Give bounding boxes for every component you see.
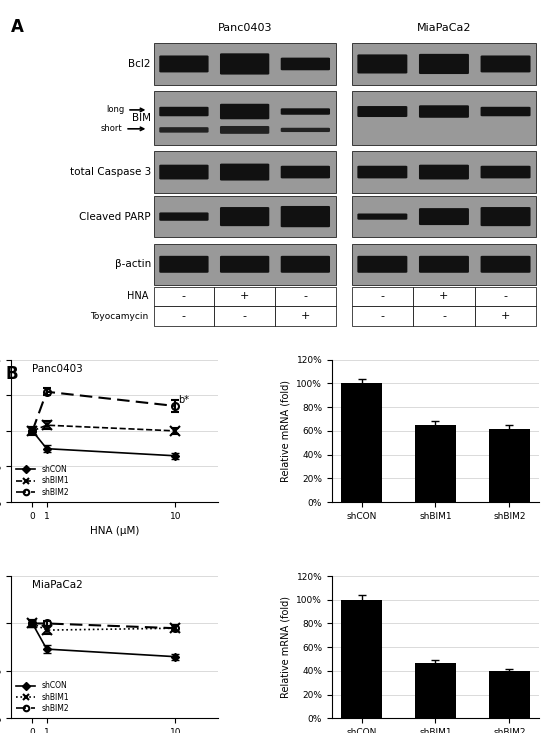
FancyBboxPatch shape: [153, 152, 336, 193]
FancyBboxPatch shape: [419, 256, 469, 273]
FancyBboxPatch shape: [419, 208, 469, 225]
FancyBboxPatch shape: [280, 166, 330, 178]
FancyBboxPatch shape: [419, 165, 469, 180]
FancyBboxPatch shape: [475, 306, 536, 326]
Text: MiaPaCa2: MiaPaCa2: [32, 581, 82, 590]
Text: long: long: [106, 106, 144, 114]
Bar: [415, 663, 456, 718]
FancyBboxPatch shape: [214, 306, 275, 326]
FancyBboxPatch shape: [358, 256, 408, 273]
Text: -: -: [442, 311, 446, 321]
Bar: [489, 429, 530, 502]
Text: +: +: [501, 311, 510, 321]
FancyBboxPatch shape: [358, 106, 408, 117]
Text: +: +: [439, 292, 449, 301]
Text: β-actin: β-actin: [114, 259, 151, 269]
Text: MiaPaCa2: MiaPaCa2: [417, 23, 471, 32]
FancyBboxPatch shape: [481, 107, 531, 117]
FancyBboxPatch shape: [220, 207, 270, 226]
FancyBboxPatch shape: [481, 207, 531, 226]
Text: Cleaved PARP: Cleaved PARP: [79, 212, 151, 221]
Text: Toyocamycin: Toyocamycin: [90, 312, 148, 320]
FancyBboxPatch shape: [153, 43, 336, 84]
Text: b*: b*: [178, 395, 189, 405]
FancyBboxPatch shape: [413, 287, 475, 306]
Text: B: B: [6, 365, 18, 383]
FancyBboxPatch shape: [280, 256, 330, 273]
Text: Panc0403: Panc0403: [217, 23, 272, 32]
FancyBboxPatch shape: [160, 107, 208, 117]
FancyBboxPatch shape: [351, 152, 536, 193]
FancyBboxPatch shape: [275, 306, 336, 326]
FancyBboxPatch shape: [358, 54, 408, 73]
FancyBboxPatch shape: [351, 287, 413, 306]
FancyBboxPatch shape: [413, 306, 475, 326]
X-axis label: HNA (μM): HNA (μM): [90, 526, 139, 537]
Text: +: +: [301, 311, 310, 321]
FancyBboxPatch shape: [475, 287, 536, 306]
FancyBboxPatch shape: [214, 287, 275, 306]
Text: -: -: [182, 292, 186, 301]
Text: HNA: HNA: [127, 292, 148, 301]
Bar: [489, 671, 530, 718]
FancyBboxPatch shape: [280, 108, 330, 115]
Bar: [415, 425, 456, 502]
Bar: [342, 600, 382, 718]
Text: Bcl2: Bcl2: [128, 59, 151, 69]
Text: -: -: [304, 292, 307, 301]
Y-axis label: Relative mRNA (fold): Relative mRNA (fold): [281, 596, 291, 699]
FancyBboxPatch shape: [153, 196, 336, 237]
Text: A: A: [11, 18, 24, 36]
FancyBboxPatch shape: [160, 127, 208, 133]
Text: +: +: [240, 292, 249, 301]
Text: Panc0403: Panc0403: [32, 364, 82, 374]
Text: -: -: [504, 292, 508, 301]
FancyBboxPatch shape: [481, 166, 531, 178]
FancyBboxPatch shape: [275, 287, 336, 306]
FancyBboxPatch shape: [220, 256, 270, 273]
Text: -: -: [381, 292, 384, 301]
FancyBboxPatch shape: [160, 56, 208, 73]
Text: -: -: [381, 311, 384, 321]
FancyBboxPatch shape: [351, 43, 536, 84]
FancyBboxPatch shape: [351, 196, 536, 237]
Text: total Caspase 3: total Caspase 3: [70, 167, 151, 177]
FancyBboxPatch shape: [220, 163, 270, 180]
FancyBboxPatch shape: [419, 106, 469, 118]
Text: short: short: [101, 125, 144, 133]
FancyBboxPatch shape: [153, 91, 336, 145]
FancyBboxPatch shape: [160, 213, 208, 221]
FancyBboxPatch shape: [280, 128, 330, 132]
Legend: shCON, shBIM1, shBIM2: shCON, shBIM1, shBIM2: [15, 463, 71, 498]
FancyBboxPatch shape: [280, 206, 330, 227]
Bar: [342, 383, 382, 502]
FancyBboxPatch shape: [153, 306, 214, 326]
FancyBboxPatch shape: [220, 54, 270, 75]
FancyBboxPatch shape: [351, 306, 413, 326]
FancyBboxPatch shape: [280, 58, 330, 70]
FancyBboxPatch shape: [481, 256, 531, 273]
FancyBboxPatch shape: [220, 104, 270, 119]
FancyBboxPatch shape: [153, 287, 214, 306]
Text: BIM: BIM: [132, 113, 151, 123]
FancyBboxPatch shape: [160, 256, 208, 273]
FancyBboxPatch shape: [481, 56, 531, 73]
FancyBboxPatch shape: [358, 166, 408, 178]
FancyBboxPatch shape: [160, 165, 208, 180]
FancyBboxPatch shape: [358, 213, 408, 220]
FancyBboxPatch shape: [351, 91, 536, 145]
Y-axis label: Relative mRNA (fold): Relative mRNA (fold): [281, 380, 291, 482]
FancyBboxPatch shape: [351, 243, 536, 285]
FancyBboxPatch shape: [220, 126, 270, 134]
FancyBboxPatch shape: [419, 54, 469, 74]
Text: -: -: [243, 311, 246, 321]
Legend: shCON, shBIM1, shBIM2: shCON, shBIM1, shBIM2: [15, 680, 71, 715]
Text: -: -: [182, 311, 186, 321]
FancyBboxPatch shape: [153, 243, 336, 285]
